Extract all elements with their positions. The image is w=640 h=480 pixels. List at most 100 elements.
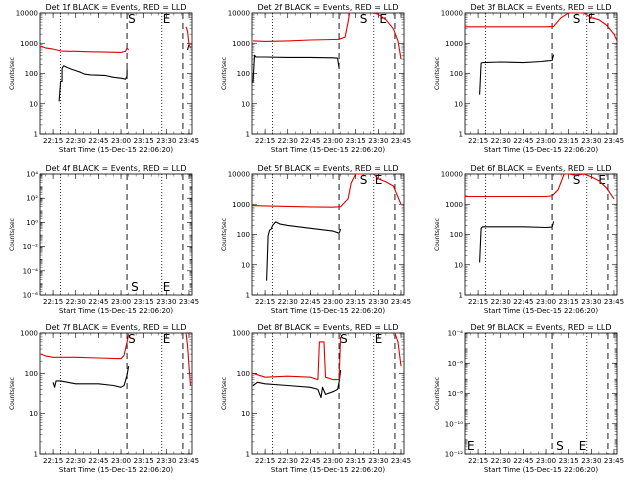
chart-panel-9: Det 9f BLACK = Events, RED = LLD Counts/s… bbox=[434, 323, 624, 474]
y-tick-label: 10⁰ bbox=[26, 219, 38, 227]
plot-frame bbox=[39, 12, 193, 135]
x-tick-label: 23:00 bbox=[323, 457, 343, 465]
y-tick-label: 1 bbox=[459, 131, 463, 139]
x-tick-label: 22:45 bbox=[300, 137, 320, 145]
chart-panel-6: Det 6f BLACK = Events, RED = LLD Counts/s… bbox=[434, 164, 624, 315]
x-tick-label: 22:45 bbox=[88, 298, 108, 306]
x-tick-label: 22:30 bbox=[491, 457, 511, 465]
chart-title: Det 9f BLACK = Events, RED = LLD bbox=[470, 323, 611, 332]
y-tick-label: 1 bbox=[246, 451, 250, 459]
y-axis-label: Counts/sec bbox=[221, 377, 228, 410]
lld-series-line bbox=[373, 173, 402, 205]
y-axis-label: Counts/sec bbox=[9, 57, 16, 90]
y-tick-label: 1000 bbox=[20, 40, 38, 48]
start-marker: S bbox=[128, 12, 136, 26]
chart-title: Det 8f BLACK = Events, RED = LLD bbox=[257, 323, 398, 332]
y-tick-label: 10⁻⁶ bbox=[23, 292, 39, 300]
x-tick-label: 22:45 bbox=[88, 457, 108, 465]
chart-title: Det 7f BLACK = Events, RED = LLD bbox=[45, 323, 186, 332]
x-axis-label: Start Time (15-Dec-15 22:06:20) bbox=[59, 466, 173, 474]
x-tick-label: 23:00 bbox=[111, 457, 131, 465]
plot-frame bbox=[464, 12, 618, 135]
x-tick-label: 23:15 bbox=[346, 457, 366, 465]
x-tick-label: 23:45 bbox=[179, 457, 199, 465]
x-tick-label: 22:15 bbox=[43, 457, 63, 465]
x-tick-label: 23:30 bbox=[581, 457, 601, 465]
events-series-line bbox=[186, 44, 190, 51]
x-tick-label: 23:00 bbox=[323, 137, 343, 145]
lld-series-line bbox=[185, 332, 192, 386]
y-tick-label: 1 bbox=[246, 131, 250, 139]
chart-title: Det 2f BLACK = Events, RED = LLD bbox=[257, 3, 398, 12]
start-marker: S bbox=[573, 12, 581, 26]
x-tick-label: 22:15 bbox=[43, 137, 63, 145]
y-tick-label: 10000 bbox=[16, 10, 38, 18]
plot-frame bbox=[464, 173, 618, 296]
x-axis-label: Start Time (15-Dec-15 22:06:20) bbox=[484, 466, 598, 474]
x-tick-label: 22:15 bbox=[468, 457, 488, 465]
x-tick-label: 23:15 bbox=[134, 298, 154, 306]
x-tick-label: 23:00 bbox=[536, 298, 556, 306]
lld-series-line bbox=[185, 26, 192, 49]
start-marker: S bbox=[556, 439, 564, 453]
lld-series-line bbox=[251, 173, 364, 208]
x-tick-label: 23:30 bbox=[156, 298, 176, 306]
y-tick-label: 10000 bbox=[441, 10, 463, 18]
x-axis-label: Start Time (15-Dec-15 22:06:20) bbox=[271, 307, 385, 315]
x-tick-label: 22:15 bbox=[255, 457, 275, 465]
y-tick-label: 10⁻⁶ bbox=[448, 360, 464, 368]
y-tick-label: 10⁻⁴ bbox=[448, 330, 464, 338]
plot-frame bbox=[251, 332, 405, 455]
y-tick-label: 10² bbox=[26, 195, 38, 203]
x-tick-label: 22:45 bbox=[513, 298, 533, 306]
x-tick-label: 22:45 bbox=[513, 137, 533, 145]
x-axis-label: Start Time (15-Dec-15 22:06:20) bbox=[59, 146, 173, 154]
events-series-line bbox=[58, 65, 128, 102]
events-series-line bbox=[479, 54, 555, 95]
x-tick-label: 22:30 bbox=[491, 137, 511, 145]
y-tick-label: 100 bbox=[450, 70, 463, 78]
x-tick-label: 22:30 bbox=[278, 137, 298, 145]
start-marker: S bbox=[573, 173, 581, 187]
y-tick-label: 10000 bbox=[441, 171, 463, 179]
y-tick-label: 10⁻¹⁰ bbox=[445, 420, 463, 428]
y-tick-label: 10000 bbox=[228, 171, 250, 179]
chart-title: Det 6f BLACK = Events, RED = LLD bbox=[470, 164, 611, 173]
start-marker: S bbox=[128, 332, 136, 346]
y-axis-label: Counts/sec bbox=[434, 218, 441, 251]
end-marker: E bbox=[163, 12, 171, 26]
end-marker: E bbox=[163, 332, 171, 346]
y-tick-label: 10⁻⁸ bbox=[448, 390, 464, 398]
chart-panel-2: Det 2f BLACK = Events, RED = LLD Counts/s… bbox=[221, 3, 411, 154]
y-axis-label: Counts/sec bbox=[221, 218, 228, 251]
x-tick-label: 23:45 bbox=[391, 298, 411, 306]
x-tick-label: 23:45 bbox=[179, 298, 199, 306]
start-marker: S bbox=[360, 12, 368, 26]
lld-series-line bbox=[373, 12, 402, 60]
chart-panel-5: Det 5f BLACK = Events, RED = LLD Counts/s… bbox=[221, 164, 411, 315]
y-axis-label: Counts/sec bbox=[434, 377, 441, 410]
x-tick-label: 23:00 bbox=[536, 457, 556, 465]
end-marker: E bbox=[579, 439, 587, 453]
x-axis-label: Start Time (15-Dec-15 22:06:20) bbox=[271, 146, 385, 154]
x-tick-label: 22:45 bbox=[88, 137, 108, 145]
x-tick-label: 22:30 bbox=[66, 457, 86, 465]
y-tick-label: 100 bbox=[237, 70, 250, 78]
y-tick-label: 100 bbox=[450, 231, 463, 239]
x-tick-label: 23:15 bbox=[559, 137, 579, 145]
end-marker: E bbox=[375, 173, 383, 187]
x-tick-label: 22:15 bbox=[468, 298, 488, 306]
start-marker: S bbox=[360, 173, 368, 187]
x-tick-label: 22:30 bbox=[278, 457, 298, 465]
x-tick-label: 22:45 bbox=[513, 457, 533, 465]
events-series-line bbox=[479, 221, 555, 263]
x-tick-label: 22:15 bbox=[255, 298, 275, 306]
x-axis-label: Start Time (15-Dec-15 22:06:20) bbox=[59, 307, 173, 315]
x-tick-label: 23:45 bbox=[391, 137, 411, 145]
y-tick-label: 10 bbox=[29, 410, 38, 418]
x-tick-label: 23:30 bbox=[156, 457, 176, 465]
chart-title: Det 1f BLACK = Events, RED = LLD bbox=[45, 3, 186, 12]
chart-title: Det 4f BLACK = Events, RED = LLD bbox=[45, 164, 186, 173]
x-tick-label: 23:15 bbox=[346, 298, 366, 306]
plot-frame bbox=[39, 173, 193, 296]
